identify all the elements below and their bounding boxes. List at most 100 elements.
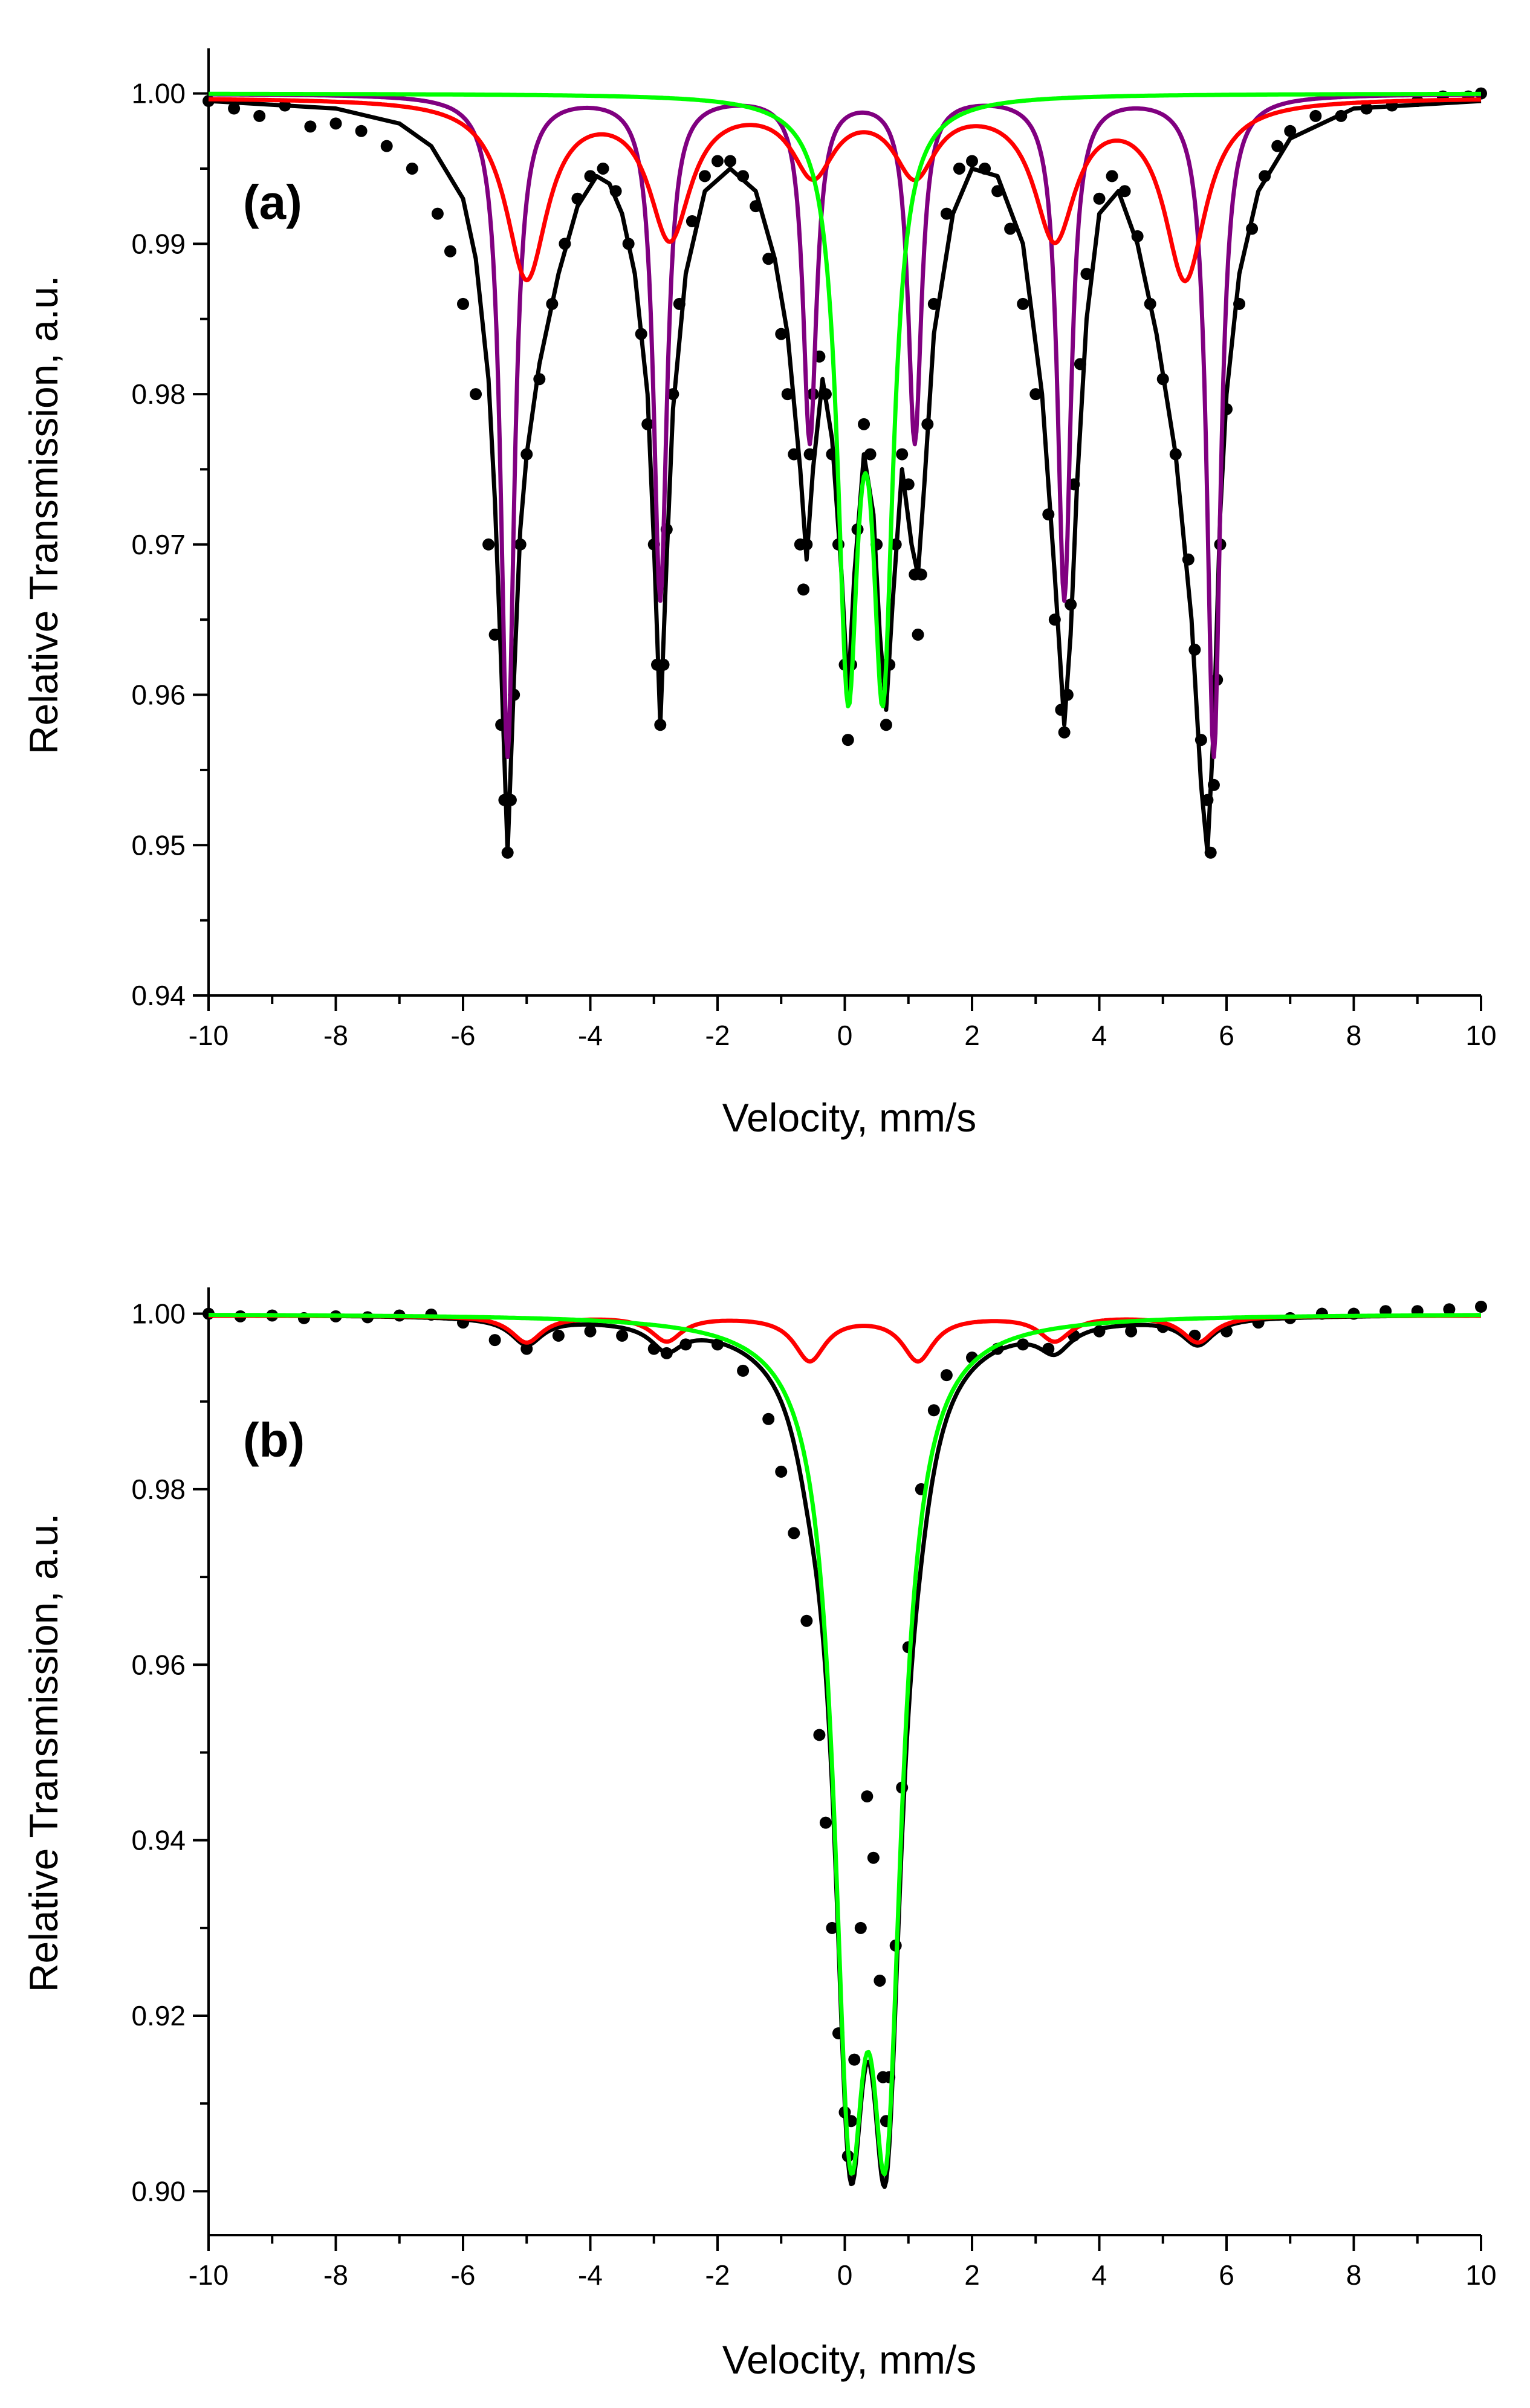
panel-b-x-tick-label: 2 — [964, 2259, 980, 2291]
panel-b-fit-curve — [208, 1313, 1482, 2177]
panel-a-data-point — [1106, 170, 1118, 183]
panel-b-x-tick-label: 8 — [1346, 2259, 1362, 2291]
panel-a-data-point — [380, 140, 393, 152]
panel-a-fit-curve — [208, 92, 1482, 760]
panel-a-data-point — [724, 155, 737, 167]
panel-a-data-point — [1309, 109, 1322, 122]
panel-a-x-tick-label: 4 — [1092, 1020, 1107, 1051]
panel-b-data-point — [848, 2053, 861, 2066]
panel-a-data-point — [896, 448, 909, 461]
panel-a-data-point — [304, 120, 317, 133]
panel-b-data-point — [552, 1329, 565, 1342]
panel-b-x-tick-label: 4 — [1092, 2259, 1107, 2291]
panel-b-data-point — [737, 1364, 750, 1377]
panel-b-data-point — [874, 1974, 886, 1987]
panel-a-data-point — [253, 109, 266, 122]
panel-a-y-tick-label: 0.95 — [131, 829, 186, 861]
panel-b-data-point — [819, 1816, 832, 1829]
panel-b-x-tick-label: -10 — [189, 2259, 229, 2291]
panel-a-data-point — [698, 170, 711, 183]
panel-a-data-point — [797, 583, 810, 596]
panel-a-data-point — [912, 629, 924, 641]
panel-b-x-tick-label: -6 — [451, 2259, 476, 2291]
panel-a-data-point — [1029, 388, 1042, 401]
panel-a-y-tick-label: 0.99 — [131, 228, 186, 259]
panel-a-y-tick-label: 0.94 — [131, 980, 186, 1011]
panel-a-data-point — [1284, 125, 1297, 137]
panel-b-x-tick-label: -8 — [323, 2259, 348, 2291]
panel-b-data-point — [584, 1325, 597, 1338]
panel-a: (a) Velocity, mm/s Relative Transmission… — [21, 48, 1497, 1140]
panel-a-fit-curve — [208, 91, 1482, 708]
panel-b-y-tick-label: 0.90 — [131, 2175, 186, 2207]
panel-a-data-point — [1058, 726, 1071, 739]
panel-a-data-point — [355, 125, 368, 137]
panel-b-data-point — [867, 1851, 880, 1864]
panel-a-data-point — [953, 162, 965, 175]
panel-a-x-tick-label: -4 — [578, 1020, 603, 1051]
panel-a-data-point — [228, 102, 241, 115]
panel-a-y-tick-label: 0.98 — [131, 378, 186, 410]
panel-a-data-point — [470, 388, 482, 401]
panel-a-data-point — [482, 538, 495, 551]
panel-a-data-point — [457, 297, 469, 310]
panel-b-ylabel: Relative Transmission, a.u. — [21, 1513, 66, 1992]
panel-a-x-tick-label: -6 — [451, 1020, 476, 1051]
panel-a-y-tick-label: 0.97 — [131, 529, 186, 560]
panel-b-x-tick-label: 0 — [837, 2259, 853, 2291]
panel-a-x-tick-label: 8 — [1346, 1020, 1362, 1051]
panel-a-data-point — [858, 418, 870, 430]
panel-a-data-point — [431, 207, 444, 220]
panel-a-data-point — [781, 388, 794, 401]
panel-a-data-point — [966, 155, 978, 167]
panel-a-data-point — [444, 245, 456, 257]
panel-a-x-tick-label: 10 — [1465, 1020, 1496, 1051]
panel-b-data-point — [775, 1465, 788, 1478]
panel-a-label: (a) — [243, 175, 302, 229]
panel-b-data-point — [940, 1369, 953, 1382]
panel-a-x-tick-label: 2 — [964, 1020, 980, 1051]
panel-b-data-point — [1125, 1325, 1138, 1338]
panel-a-ticks: -10 -8 -6 -4 -2 0 2 4 6 8 10 0.94 0.95 0.96 0.97 0.98 0.… — [131, 48, 1497, 1051]
panel-a-data-point — [775, 328, 788, 340]
panel-a-data-point — [1004, 222, 1017, 235]
panel-b: (b) Velocity, mm/s Relative Transmission… — [21, 1287, 1497, 2382]
panel-a-data-point — [1093, 192, 1106, 205]
panel-a-data-point — [940, 207, 953, 220]
panel-b-data-point — [616, 1329, 629, 1342]
panel-a-y-tick-label: 0.96 — [131, 679, 186, 711]
panel-a-x-tick-label: 0 — [837, 1020, 853, 1051]
panel-b-data-point — [826, 1921, 838, 1934]
panel-b-data-point — [1443, 1303, 1456, 1316]
panel-a-data-point — [1271, 140, 1284, 152]
panel-b-plot-area — [203, 1300, 1487, 2189]
panel-b-data-point — [488, 1334, 501, 1347]
panel-b-y-tick-label: 0.92 — [131, 2000, 186, 2031]
panel-a-data-point — [329, 117, 342, 130]
panel-b-data-point — [813, 1729, 826, 1741]
panel-a-y-tick-label: 1.00 — [131, 78, 186, 109]
panel-a-data-point — [880, 719, 892, 731]
panel-b-y-tick-label: 0.94 — [131, 1825, 186, 1856]
panel-b-data-point — [854, 1921, 867, 1934]
panel-b-y-tick-label: 0.96 — [131, 1649, 186, 1680]
panel-a-data-point — [597, 162, 609, 175]
panel-b-data-point — [788, 1527, 800, 1539]
panel-a-x-tick-label: -10 — [189, 1020, 229, 1051]
panel-a-plot-area — [203, 87, 1487, 859]
panel-a-x-tick-label: -8 — [323, 1020, 348, 1051]
panel-a-xlabel: Velocity, mm/s — [722, 1095, 977, 1140]
panel-b-y-tick-label: 1.00 — [131, 1298, 186, 1330]
panel-a-data-point — [712, 155, 724, 167]
panel-a-x-tick-label: -2 — [705, 1020, 730, 1051]
panel-a-data-point — [841, 734, 854, 746]
panel-a-data-point — [406, 162, 418, 175]
panel-b-x-tick-label: 6 — [1219, 2259, 1234, 2291]
panel-a-data-point — [1017, 297, 1029, 310]
panel-a-x-tick-label: 6 — [1219, 1020, 1234, 1051]
panel-b-x-tick-label: -4 — [578, 2259, 603, 2291]
panel-a-data-point — [762, 253, 775, 265]
panel-a-ylabel: Relative Transmission, a.u. — [21, 276, 66, 754]
panel-a-data-point — [864, 448, 877, 461]
